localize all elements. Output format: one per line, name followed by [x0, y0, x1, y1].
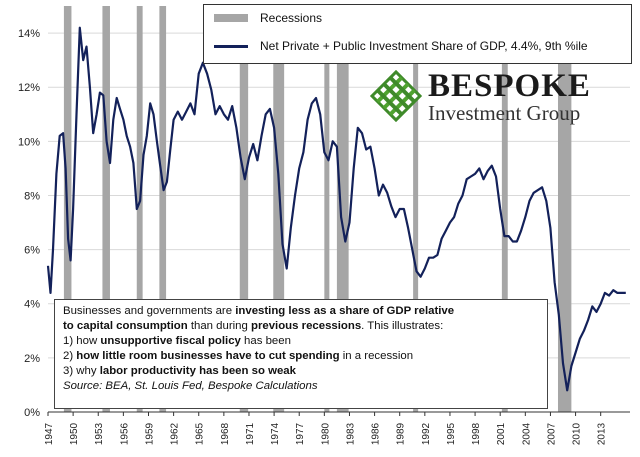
- note-source: Source: BEA, St. Louis Fed, Bespoke Calc…: [63, 380, 318, 392]
- x-tick-label-9: 1974: [270, 422, 281, 445]
- x-tick-label-13: 1986: [371, 422, 382, 445]
- x-tick-label-7: 1968: [220, 422, 231, 445]
- x-tick-label-19: 2004: [521, 422, 532, 445]
- axes: [47, 411, 630, 416]
- recession-band-3: [159, 6, 167, 412]
- series-swatch: [214, 44, 248, 48]
- logo-lattice-icon: [370, 70, 422, 122]
- logo-name: BESPOKE: [428, 68, 591, 104]
- annotation-box: Businesses and governments are investing…: [54, 299, 548, 409]
- x-tick-labels: 1947 1950 1953 1956 1959 1962 1965 1968 1971 1974…: [44, 422, 608, 445]
- x-tick-label-12: 1983: [345, 422, 356, 445]
- note-line-3: 1) how unsupportive fiscal policy has be…: [63, 335, 291, 347]
- y-tick-label-3: 6%: [24, 245, 40, 257]
- legend-item-series: Net Private + Public Investment Share of…: [214, 39, 588, 53]
- legend: Recessions Net Private + Public Investme…: [203, 4, 632, 64]
- x-tick-label-18: 2001: [496, 422, 507, 445]
- x-tick-label-14: 1989: [396, 422, 407, 445]
- recession-band-9: [501, 6, 508, 412]
- x-tick-label-8: 1971: [245, 422, 256, 445]
- recession-band-1: [102, 6, 110, 412]
- recession-bands: [63, 6, 572, 412]
- recession-band-2: [136, 6, 143, 412]
- note-line-5: 3) why labor productivity has been so we…: [63, 365, 296, 377]
- series-lines: [46, 26, 626, 392]
- recession-band-4: [239, 6, 249, 412]
- legend-label-recessions: Recessions: [260, 11, 323, 25]
- x-tick-label-22: 2013: [597, 422, 608, 445]
- x-tick-label-2: 1953: [94, 422, 105, 445]
- x-tick-label-6: 1965: [195, 422, 206, 445]
- series-line-0: [46, 26, 626, 392]
- x-tick-label-4: 1959: [144, 422, 155, 445]
- y-tick-labels: 0% 2% 4% 6% 8% 10% 12% 14%: [18, 28, 40, 419]
- x-tick-label-0: 1947: [44, 422, 55, 445]
- x-tick-label-15: 1992: [421, 422, 432, 445]
- recession-band-10: [557, 6, 572, 412]
- y-tick-label-7: 14%: [18, 28, 40, 40]
- bespoke-logo: BESPOKE Investment Group: [370, 68, 632, 126]
- y-tick-label-1: 2%: [24, 353, 40, 365]
- x-tick-label-11: 1980: [320, 422, 331, 445]
- x-tick-label-10: 1977: [295, 422, 306, 445]
- x-tick-label-17: 1998: [471, 422, 482, 445]
- legend-item-recessions: Recessions: [214, 11, 322, 25]
- note-line-2: to capital consumption than during previ…: [63, 320, 444, 332]
- logo-tagline: Investment Group: [428, 101, 581, 125]
- x-tick-label-20: 2007: [546, 422, 557, 445]
- note-line-1: Businesses and governments are investing…: [63, 305, 455, 317]
- legend-label-series: Net Private + Public Investment Share of…: [260, 39, 588, 53]
- recession-band-5: [273, 6, 285, 412]
- recession-band-8: [413, 6, 419, 412]
- x-tick-label-1: 1950: [69, 422, 80, 445]
- x-tick-label-3: 1956: [119, 422, 130, 445]
- y-tick-label-0: 0%: [24, 407, 40, 419]
- y-tick-label-5: 10%: [18, 136, 40, 148]
- x-tick-label-21: 2010: [572, 422, 583, 445]
- y-tick-label-2: 4%: [24, 299, 40, 311]
- y-tick-label-6: 12%: [18, 82, 40, 94]
- recession-band-6: [324, 6, 330, 412]
- y-tick-label-4: 8%: [24, 190, 40, 202]
- recession-swatch: [214, 14, 248, 22]
- x-tick-label-16: 1995: [446, 422, 457, 445]
- note-line-4: 2) how little room businesses have to cu…: [63, 350, 414, 362]
- x-tick-label-5: 1962: [170, 422, 181, 445]
- recession-band-7: [336, 6, 349, 412]
